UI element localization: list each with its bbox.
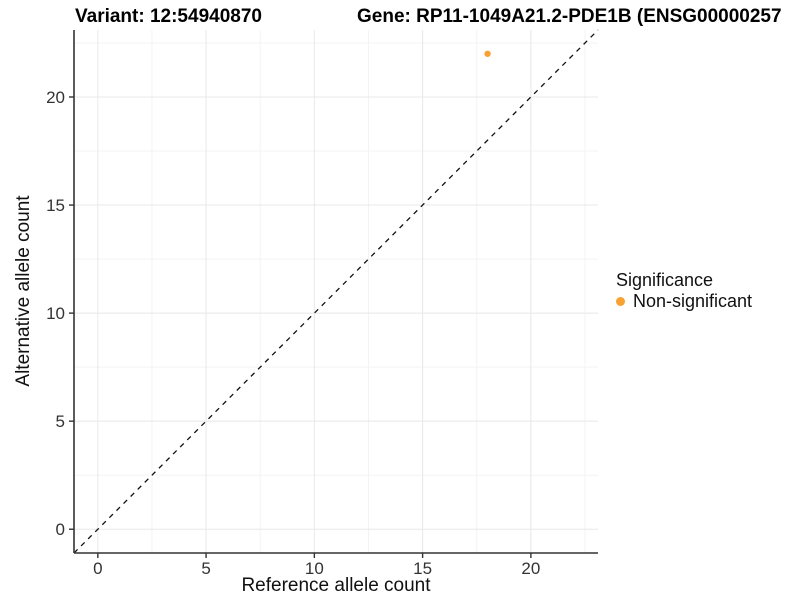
data-point (484, 50, 491, 57)
legend-point-icon (616, 297, 625, 306)
x-tick-label: 0 (93, 559, 102, 578)
x-tick-labels: 0 5 10 15 20 (93, 559, 540, 578)
axis-lines (73, 30, 598, 554)
y-tick-label: 0 (56, 520, 65, 539)
x-axis-title: Reference allele count (241, 575, 431, 596)
y-tick-label: 10 (46, 304, 65, 323)
minor-gridlines (74, 30, 598, 553)
legend-item-label: Non-significant (633, 291, 753, 311)
major-gridlines (74, 30, 598, 553)
tick-marks (69, 96, 532, 558)
x-tick-label: 20 (521, 559, 540, 578)
x-tick-label: 10 (305, 559, 324, 578)
y-tick-label: 15 (46, 196, 65, 215)
variant-title: Variant: 12:54940870 (75, 6, 262, 27)
y-tick-label: 20 (46, 88, 65, 107)
legend: Significance Non-significant (616, 270, 752, 312)
legend-item-non-significant: Non-significant (616, 291, 752, 312)
series-non-significant (484, 50, 491, 57)
gene-title: Gene: RP11-1049A21.2-PDE1B (ENSG00000257 (357, 6, 782, 27)
y-tick-labels: 0 5 10 15 20 (46, 88, 65, 539)
x-tick-label: 5 (201, 559, 210, 578)
identity-line (73, 29, 599, 554)
legend-title: Significance (616, 270, 714, 290)
y-axis-title: Alternative allele count (13, 195, 34, 387)
x-tick-label: 15 (413, 559, 432, 578)
y-tick-label: 5 (56, 412, 65, 431)
